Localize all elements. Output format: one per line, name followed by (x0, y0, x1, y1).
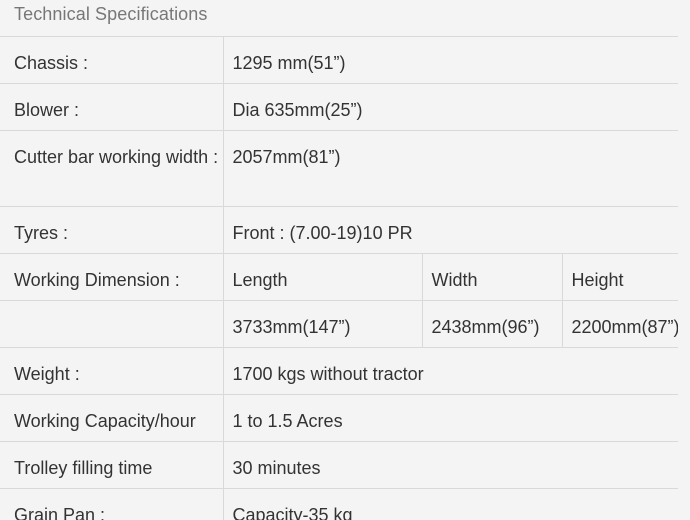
spec-label-trolley-filling: Trolley filling time (0, 441, 224, 489)
spec-label-working-capacity: Working Capacity/hour (0, 394, 224, 442)
spec-value-weight: 1700 kgs without tractor (223, 347, 678, 395)
table-row: 3733mm(147”) 2438mm(96”) 2200mm(87”) (0, 300, 678, 348)
spec-value-trolley-filling: 30 minutes (223, 441, 678, 489)
spec-label-cutter-bar: Cutter bar working width : (0, 130, 224, 207)
spec-label-chassis: Chassis : (0, 36, 224, 84)
specifications-table: Chassis : 1295 mm(51”) Blower : Dia 635m… (0, 36, 678, 520)
table-row: Chassis : 1295 mm(51”) (0, 36, 678, 84)
spec-label-grain-pan: Grain Pan : (0, 488, 224, 520)
dimension-header-width: Width (422, 253, 563, 301)
spec-label-working-dimension: Working Dimension : (0, 253, 224, 301)
spec-value-tyres: Front : (7.00-19)10 PR (223, 206, 678, 254)
spec-value-cutter-bar: 2057mm(81”) (223, 130, 678, 207)
spec-label-empty (0, 300, 224, 348)
dimension-value-height: 2200mm(87”) (562, 300, 678, 348)
spec-label-weight: Weight : (0, 347, 224, 395)
spec-value-grain-pan: Capacity-35 kg (223, 488, 678, 520)
table-row: Weight : 1700 kgs without tractor (0, 347, 678, 395)
dimension-header-height: Height (562, 253, 678, 301)
table-row: Grain Pan : Capacity-35 kg (0, 488, 678, 520)
table-row: Trolley filling time 30 minutes (0, 441, 678, 489)
spec-label-tyres: Tyres : (0, 206, 224, 254)
spec-value-blower: Dia 635mm(25”) (223, 83, 678, 131)
table-row: Working Capacity/hour 1 to 1.5 Acres (0, 394, 678, 442)
table-row: Working Dimension : Length Width Height (0, 253, 678, 301)
dimension-header-length: Length (223, 253, 423, 301)
table-row: Cutter bar working width : 2057mm(81”) (0, 130, 678, 207)
table-row: Tyres : Front : (7.00-19)10 PR (0, 206, 678, 254)
spec-value-working-capacity: 1 to 1.5 Acres (223, 394, 678, 442)
table-row: Blower : Dia 635mm(25”) (0, 83, 678, 131)
spec-label-blower: Blower : (0, 83, 224, 131)
section-title: Technical Specifications (14, 4, 208, 24)
dimension-value-width: 2438mm(96”) (422, 300, 563, 348)
spec-value-chassis: 1295 mm(51”) (223, 36, 678, 84)
dimension-value-length: 3733mm(147”) (223, 300, 423, 348)
